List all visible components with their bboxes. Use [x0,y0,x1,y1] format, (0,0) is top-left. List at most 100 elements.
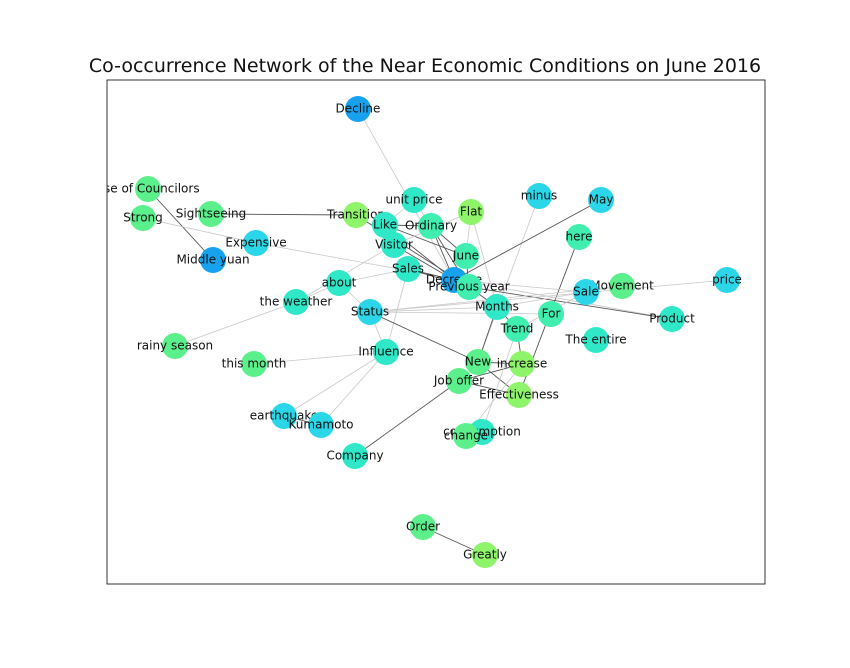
node-label: Visitor [375,238,413,252]
node-label: about [322,276,357,290]
node-circle [609,273,635,299]
node-for: For [538,301,564,327]
node-circle [357,299,383,325]
edge-like-june [384,224,467,257]
node-status: Status [351,299,389,325]
edge-influence-kumamoto [320,351,387,426]
node-flat: Flat [458,199,484,225]
node-circle [504,316,530,342]
node-may: May [588,187,614,213]
node-circle [583,327,609,353]
node-label: price [712,273,742,287]
node-circle [130,205,156,231]
node-label: Previous year [428,280,509,294]
node-circle [472,542,498,568]
edge-rainy-weather [174,301,297,347]
node-circle [566,224,592,250]
node-label: here [565,230,592,244]
node-transition: Transition [326,202,385,228]
node-label: Job offer [433,374,484,388]
node-label: rainy season [137,339,213,353]
node-circle [135,176,161,202]
node-circle [283,289,309,315]
node-circle [509,351,535,377]
node-label: Greatly [463,548,507,562]
node-label: June [452,249,479,263]
node-circle [162,333,188,359]
node-greatly: Greatly [463,542,507,568]
node-circle [308,412,334,438]
node-circle [343,202,369,228]
node-label: Middle yuan [176,253,249,267]
edge-consumption-trend [481,328,518,433]
node-decline: Decline [336,96,380,122]
node-circle [538,301,564,327]
node-expensive: Expensive [225,230,287,256]
node-minus: minus [521,183,557,209]
node-circle [410,514,436,540]
node-label: Like [373,218,397,232]
plot-frame [106,79,766,585]
node-product: Product [649,306,695,332]
node-label: Transition [326,208,385,222]
node-here: here [565,224,593,250]
node-circle [714,267,740,293]
node-label: The entire [564,333,626,347]
node-label: Sightseeing [176,207,246,221]
node-circle [484,294,510,320]
node-circle [373,339,399,365]
node-circle [241,351,267,377]
node-circle [401,187,427,213]
node-order: Order [406,514,440,540]
node-circle [372,212,398,238]
node-label: Sales [392,262,424,276]
node-about: about [322,270,357,296]
node-circle [271,403,297,429]
node-visitor: Visitor [375,232,413,258]
node-circle [465,349,491,375]
node-label: For [542,307,561,321]
node-sale: Sale [573,279,599,305]
node-unitprice: unit price [386,187,442,213]
node-label: increase [497,357,548,371]
node-layer: Decline use of Councilors Strong Sightseein… [107,96,742,568]
node-earthquake: earthquake [250,403,318,429]
node-circle [345,96,371,122]
node-like: Like [372,212,398,238]
edge-price-status [369,279,728,313]
node-effectiveness: Effectiveness [479,382,559,408]
node-circle [395,256,421,282]
edge-months-status [369,306,498,313]
edge-councilors-middleyuan [147,188,214,261]
node-label: May [589,193,614,207]
node-theentire: The entire [564,327,627,353]
node-label: Order [406,520,440,534]
edge-strong-expensive [142,217,257,244]
node-thismonth: this month [222,351,287,377]
edge-sightseeing-transition [210,213,357,216]
node-circle [342,443,368,469]
node-circle [453,243,479,269]
node-label: Ordinary [405,219,457,233]
node-sightseeing: Sightseeing [176,201,246,227]
node-councilors: use of Councilors [107,176,200,202]
node-ordinary: Ordinary [405,213,457,239]
node-weather: the weather [260,289,333,315]
node-strong: Strong [123,205,163,231]
node-label: Movement [590,279,654,293]
node-label: New [465,355,491,369]
edge-sales-influence [385,268,409,353]
node-circle [198,201,224,227]
node-middleyuan: Middle yuan [176,247,250,273]
node-label: Effectiveness [479,388,559,402]
node-label: the weather [260,295,333,309]
node-circle [381,232,407,258]
node-label: Expensive [225,236,286,250]
edge-joboffer-company [354,380,460,457]
node-circle [659,306,685,332]
figure-title: Co-occurrence Network of the Near Econom… [88,55,762,77]
node-label: this month [222,357,287,371]
edge-minus-new [477,195,540,363]
